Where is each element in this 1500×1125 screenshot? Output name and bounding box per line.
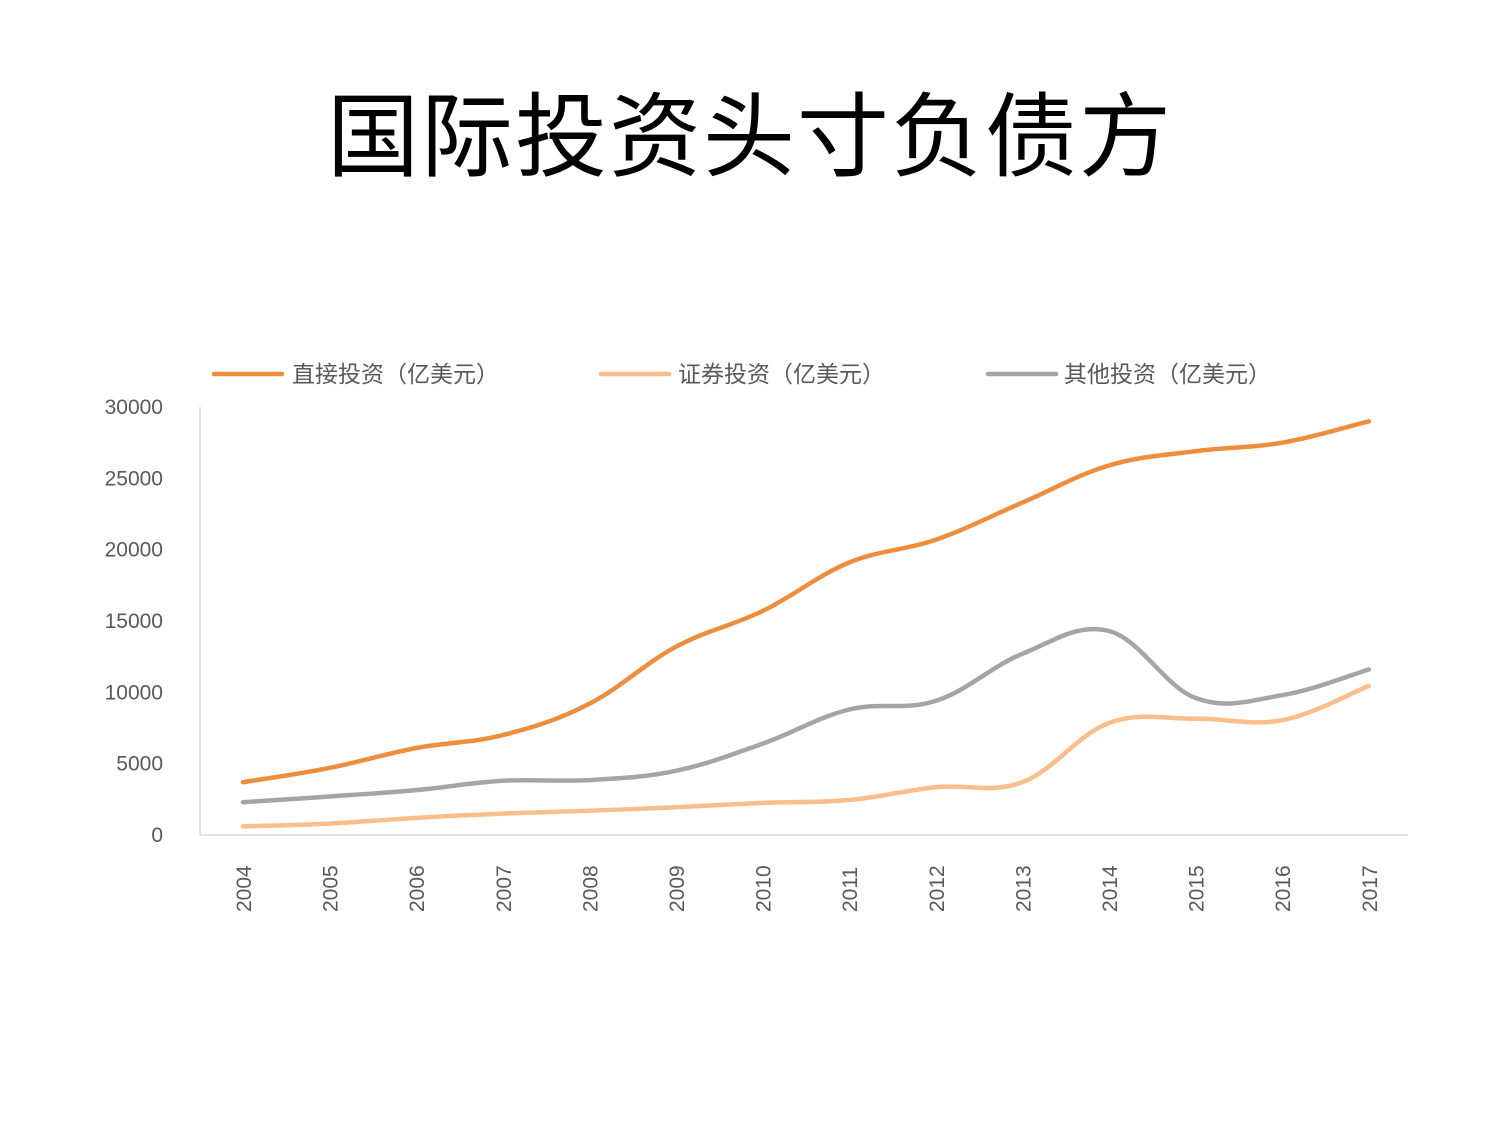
x-tick-label: 2010: [753, 865, 776, 912]
x-tick-label: 2013: [1012, 865, 1035, 912]
x-axis-tick-labels: 2004 2005 2006 2007 2008 2009 2010 2011 2012 2013…: [233, 865, 1382, 912]
legend-label: 证券投资（亿美元）: [678, 362, 885, 388]
x-tick-label: 2007: [493, 865, 516, 912]
x-tick-label: 2012: [926, 865, 949, 912]
series-line: [240, 419, 1372, 785]
y-tick-label: 0: [151, 824, 163, 847]
x-tick-label: 2014: [1099, 865, 1122, 912]
x-tick-label: 2016: [1272, 865, 1295, 912]
y-axis-tick-labels: 0 5000 10000 15000 20000 25000 30000: [105, 396, 163, 847]
page-title: 国际投资头寸负债方: [326, 84, 1173, 191]
x-tick-label: 2005: [320, 865, 343, 912]
series-lines: [240, 419, 1372, 829]
y-tick-label: 15000: [105, 610, 163, 633]
x-tick-label: 2004: [233, 865, 256, 912]
x-tick-label: 2015: [1186, 865, 1209, 912]
y-tick-label: 5000: [116, 753, 163, 776]
legend-label: 直接投资（亿美元）: [292, 362, 499, 388]
chart-legend: 直接投资（亿美元） 证券投资（亿美元） 其他投资（亿美元）: [211, 362, 1271, 388]
y-tick-label: 25000: [105, 467, 163, 490]
chart-axes: [199, 407, 1408, 836]
series-line: [240, 626, 1372, 805]
series-line: [240, 683, 1372, 829]
y-tick-label: 20000: [105, 539, 163, 562]
x-tick-label: 2011: [839, 867, 862, 912]
y-tick-label: 30000: [105, 396, 163, 419]
legend-label: 其他投资（亿美元）: [1064, 362, 1271, 388]
x-tick-label: 2017: [1359, 865, 1382, 912]
x-tick-label: 2006: [406, 865, 429, 912]
y-tick-label: 10000: [105, 681, 163, 704]
x-tick-label: 2008: [579, 865, 602, 912]
x-tick-label: 2009: [666, 865, 689, 912]
